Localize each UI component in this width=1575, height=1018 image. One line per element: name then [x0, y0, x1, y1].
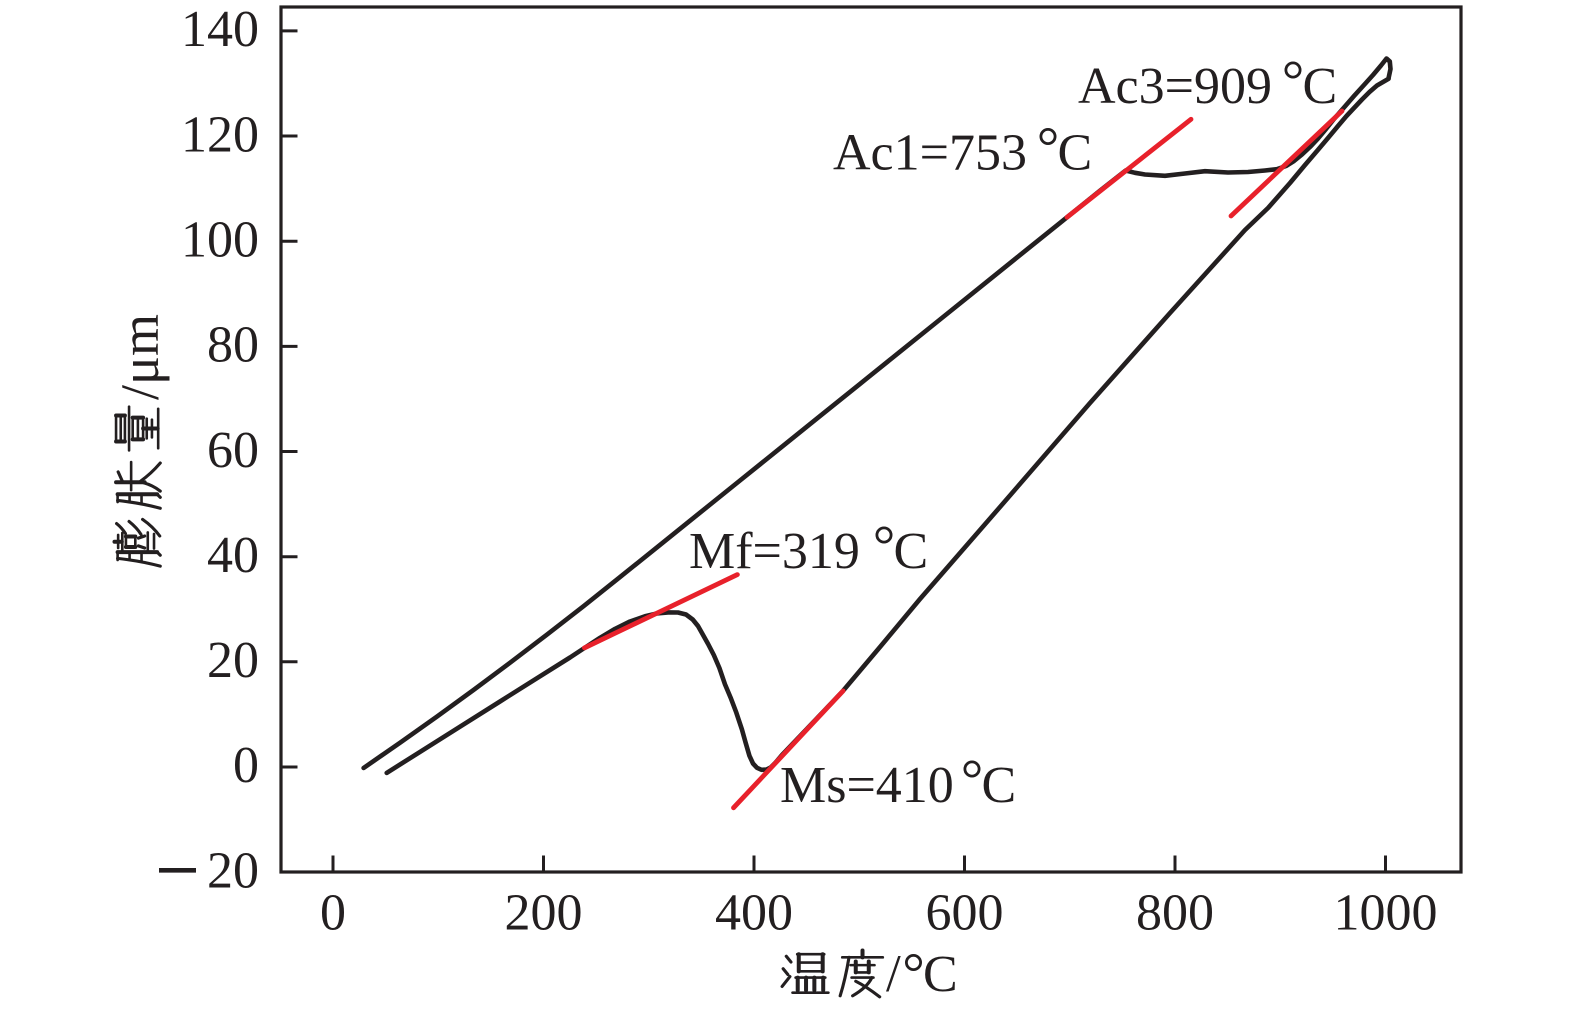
svg-text:C: C: [923, 946, 958, 1003]
svg-text:200: 200: [505, 885, 583, 942]
svg-text:/μm: /μm: [110, 314, 170, 400]
svg-text:600: 600: [926, 885, 1004, 942]
svg-text:1000: 1000: [1334, 885, 1438, 942]
svg-text:40: 40: [207, 527, 259, 584]
svg-text:100: 100: [181, 212, 259, 269]
svg-text:Ac3=909: Ac3=909: [1078, 58, 1272, 115]
svg-text:120: 120: [181, 106, 259, 163]
svg-text:20: 20: [207, 842, 259, 899]
svg-text:C: C: [982, 757, 1017, 814]
svg-text:C: C: [1303, 58, 1338, 115]
svg-text:Ac1=753: Ac1=753: [833, 125, 1027, 182]
svg-text:C: C: [1058, 125, 1093, 182]
svg-text:/: /: [886, 945, 901, 1003]
svg-text:0: 0: [320, 885, 346, 942]
svg-text:60: 60: [207, 422, 259, 479]
svg-text:C: C: [894, 523, 929, 580]
svg-text:80: 80: [207, 317, 259, 374]
svg-text:Mf=319: Mf=319: [689, 523, 860, 580]
svg-text:0: 0: [233, 737, 259, 794]
svg-text:Ms=410: Ms=410: [780, 757, 954, 814]
svg-text:20: 20: [207, 632, 259, 689]
svg-text:400: 400: [715, 885, 793, 942]
svg-text:140: 140: [181, 1, 259, 58]
svg-text:800: 800: [1136, 885, 1214, 942]
